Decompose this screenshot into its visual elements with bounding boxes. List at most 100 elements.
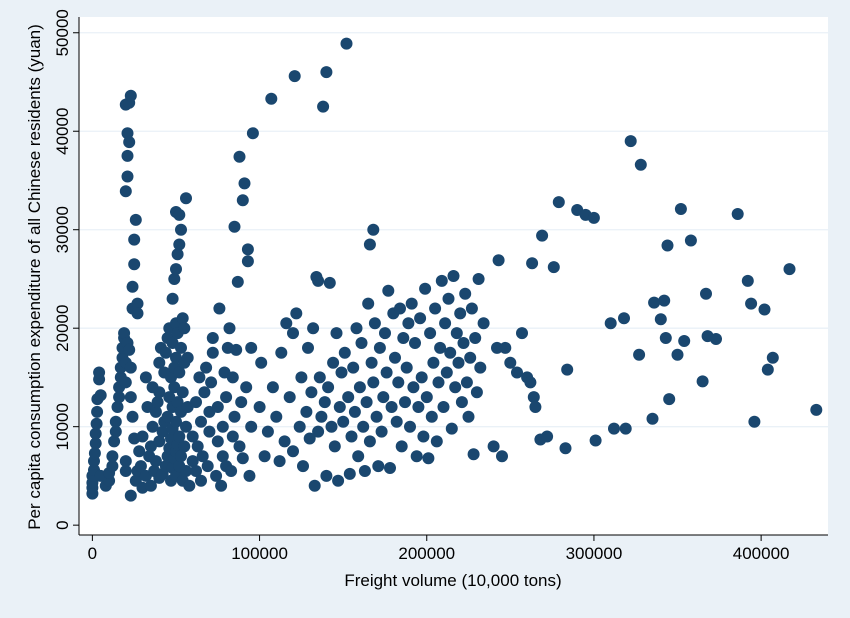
data-point xyxy=(608,422,620,435)
data-point xyxy=(109,415,122,428)
data-point xyxy=(151,396,164,409)
data-point xyxy=(684,234,697,247)
data-point xyxy=(106,450,119,463)
data-point xyxy=(328,440,341,453)
data-point xyxy=(674,203,687,215)
data-point xyxy=(121,170,134,183)
data-point xyxy=(761,363,774,376)
data-point xyxy=(230,343,243,356)
data-point xyxy=(170,263,182,276)
data-point xyxy=(119,455,132,468)
data-point xyxy=(121,149,134,162)
data-point xyxy=(477,317,490,330)
data-point xyxy=(529,401,542,413)
data-point xyxy=(400,361,413,374)
data-point xyxy=(121,127,134,140)
data-point xyxy=(278,435,291,448)
data-point xyxy=(434,341,447,354)
data-point xyxy=(153,356,166,369)
data-point xyxy=(327,356,340,369)
data-point xyxy=(459,287,472,300)
data-point xyxy=(430,435,443,448)
data-point xyxy=(491,341,503,354)
data-point xyxy=(358,465,371,477)
data-point xyxy=(547,261,560,274)
data-point xyxy=(180,465,192,477)
data-point xyxy=(290,307,303,320)
data-point xyxy=(258,450,271,463)
x-tick-label: 0 xyxy=(88,544,97,563)
data-point xyxy=(410,450,423,463)
data-point xyxy=(241,255,254,268)
data-point xyxy=(648,296,661,309)
data-point xyxy=(313,371,326,384)
data-point xyxy=(455,396,468,409)
data-point xyxy=(323,276,336,289)
data-point xyxy=(159,346,172,359)
data-point xyxy=(452,356,465,369)
data-point xyxy=(153,435,166,448)
data-point xyxy=(186,455,199,468)
data-point xyxy=(178,322,191,335)
data-point xyxy=(88,447,101,460)
data-point xyxy=(365,356,378,369)
data-point xyxy=(405,297,418,310)
data-point xyxy=(337,415,350,428)
x-axis-title: Freight volume (10,000 tons) xyxy=(344,571,561,590)
data-point xyxy=(618,312,630,325)
data-point xyxy=(389,351,401,364)
data-point xyxy=(370,410,383,423)
data-point xyxy=(345,430,358,443)
data-point xyxy=(437,401,450,413)
data-point xyxy=(303,432,316,445)
data-point xyxy=(126,280,139,293)
data-point xyxy=(624,135,637,148)
data-point xyxy=(124,361,137,374)
data-point xyxy=(646,412,659,425)
data-point xyxy=(454,307,467,320)
data-point xyxy=(338,346,351,359)
data-point xyxy=(810,403,823,416)
y-tick-label: 0 xyxy=(53,520,72,529)
data-point xyxy=(317,100,330,113)
data-point xyxy=(745,297,758,310)
x-tick-label: 100000 xyxy=(231,544,288,563)
data-point xyxy=(445,422,458,435)
data-point xyxy=(424,327,437,340)
data-point xyxy=(213,302,226,315)
data-point xyxy=(352,450,365,463)
data-point xyxy=(223,322,236,335)
data-point xyxy=(487,440,500,453)
data-point xyxy=(245,341,258,354)
data-point xyxy=(275,346,288,359)
data-point xyxy=(385,401,398,413)
data-point xyxy=(465,302,478,315)
x-tick-label: 400000 xyxy=(733,544,790,563)
data-point xyxy=(312,274,325,287)
data-point xyxy=(457,337,470,349)
data-point xyxy=(124,391,137,404)
data-point xyxy=(124,489,137,502)
data-point xyxy=(216,420,229,433)
data-point xyxy=(180,192,192,205)
data-point xyxy=(399,396,411,409)
data-point xyxy=(91,405,104,418)
data-point xyxy=(119,465,132,477)
data-point xyxy=(320,66,333,79)
data-point xyxy=(109,425,122,438)
data-point xyxy=(417,430,430,443)
data-point xyxy=(171,396,184,409)
data-point xyxy=(589,434,602,447)
data-point xyxy=(604,317,617,330)
data-point xyxy=(362,297,375,310)
data-point xyxy=(176,312,189,325)
data-point xyxy=(144,479,157,492)
data-point xyxy=(128,258,141,271)
data-point xyxy=(330,327,343,340)
data-point xyxy=(343,467,356,480)
data-point xyxy=(111,401,124,413)
data-point xyxy=(190,396,202,409)
data-point xyxy=(467,448,480,461)
data-point xyxy=(170,415,182,428)
data-point xyxy=(287,445,299,458)
